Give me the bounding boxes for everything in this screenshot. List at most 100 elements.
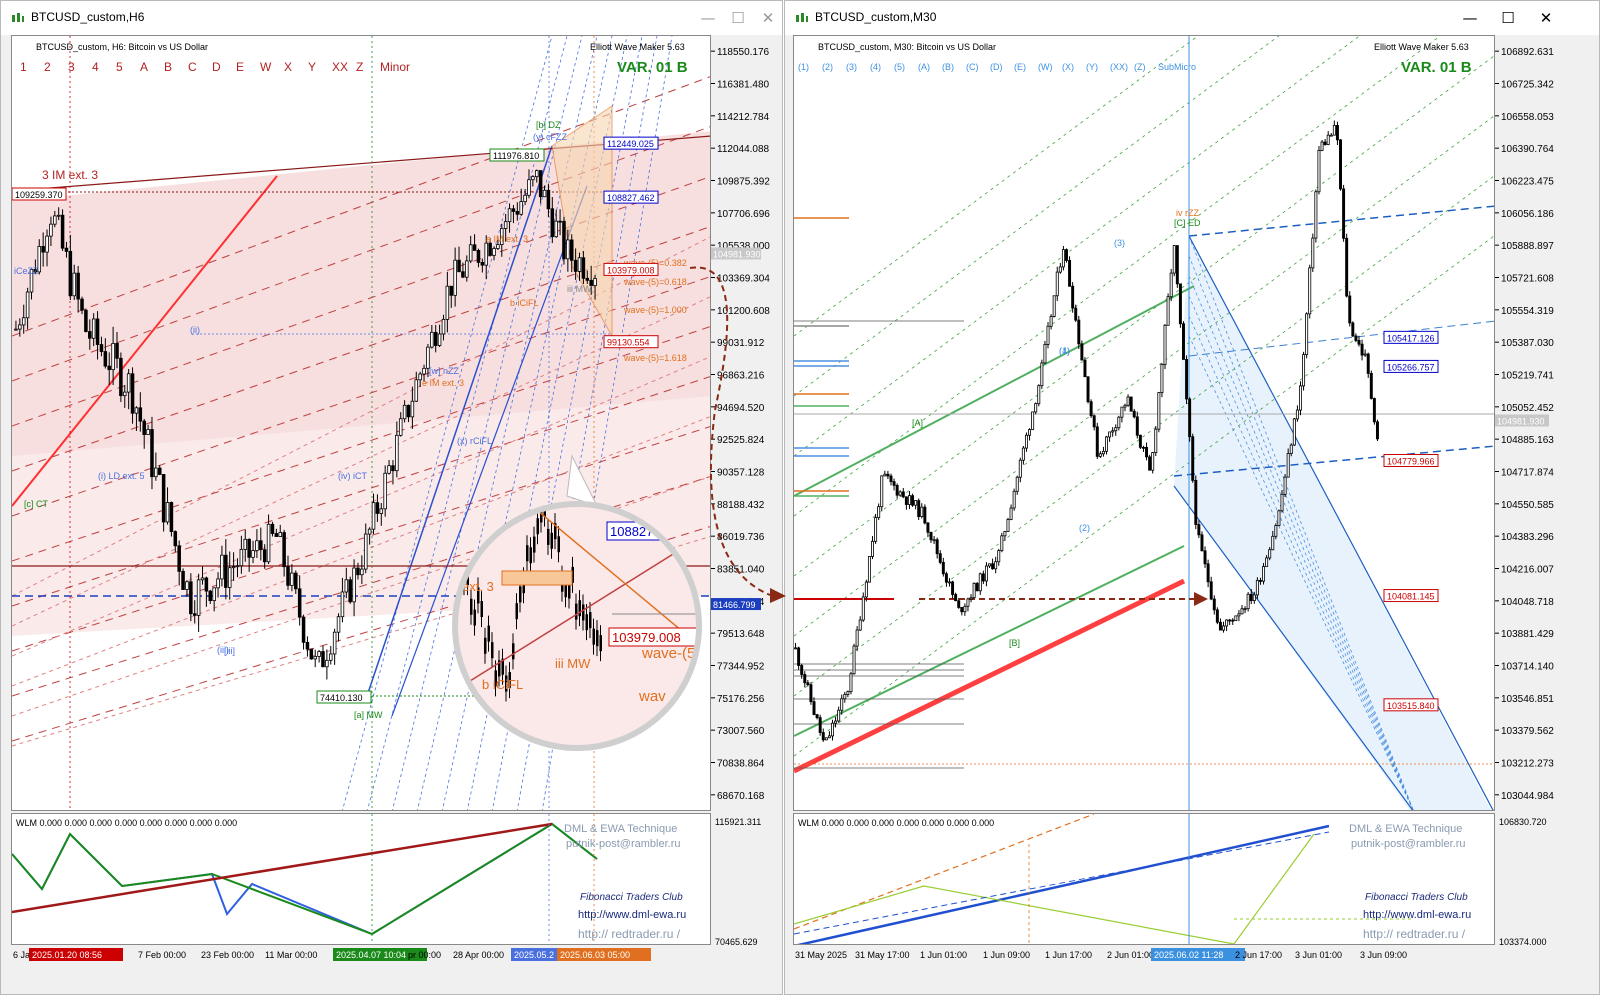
m30-candle bbox=[852, 645, 856, 675]
trend-line-red bbox=[12, 175, 278, 507]
m30-candle bbox=[978, 573, 982, 592]
price-chart-svg[interactable]: (1) (2) (3) (4) (5) (A) (B) (C) (D) (E) (W) (X) (Y) (… bbox=[794, 36, 1495, 811]
main-chart[interactable]: (1) (2) (3) (4) (5) (A) (B) (C) (D) (E) (W) (X) (Y) (… bbox=[793, 35, 1495, 811]
h6-candle bbox=[181, 570, 185, 590]
m30-candle bbox=[1024, 434, 1028, 449]
h6-candle bbox=[437, 333, 442, 346]
m30-candle bbox=[1117, 416, 1121, 429]
close-button[interactable]: ✕ bbox=[761, 9, 775, 27]
h6-candle bbox=[56, 214, 61, 217]
m30-candle bbox=[1111, 430, 1115, 433]
h6-candle bbox=[309, 648, 314, 660]
maximize-button[interactable]: ☐ bbox=[1501, 9, 1515, 27]
wave-label-4: (ii) bbox=[190, 325, 200, 335]
mag-candle bbox=[543, 507, 546, 517]
m30-candle bbox=[944, 573, 948, 583]
price-tick-8: 101200.608 bbox=[717, 306, 770, 317]
mag-label: b iCiFL bbox=[482, 677, 523, 692]
m30-candle bbox=[1068, 260, 1072, 287]
price-axis[interactable]: 106892.631 106725.342 106558.053 106390.764… bbox=[1495, 35, 1600, 955]
m30-candle bbox=[1052, 295, 1056, 317]
wave-label-11: e IM ext. 3 bbox=[422, 378, 464, 388]
h6-candle bbox=[126, 373, 131, 393]
price-tick-2: 106558.053 bbox=[1501, 112, 1554, 123]
minimize-button[interactable]: — bbox=[1462, 9, 1478, 27]
variant-label: VAR. 01 B bbox=[1401, 59, 1472, 76]
mag-candle bbox=[596, 630, 599, 647]
window-titlebar[interactable]: BTCUSD_custom,M30 — ☐ ✕ bbox=[785, 1, 1599, 35]
m30-candle bbox=[1105, 436, 1108, 452]
price-tick-22: 103212.273 bbox=[1501, 758, 1554, 769]
m30-candle bbox=[911, 495, 915, 506]
m30-candle bbox=[1234, 615, 1238, 622]
wave-label-0: iv rZZ bbox=[1176, 208, 1199, 218]
maximize-button[interactable]: ☐ bbox=[731, 9, 745, 27]
h6-candle bbox=[577, 257, 582, 272]
close-button[interactable]: ✕ bbox=[1539, 9, 1553, 27]
h6-candle bbox=[259, 540, 263, 551]
wave-level-15: Minor bbox=[380, 60, 410, 74]
m30-candle bbox=[1028, 429, 1032, 436]
window-title: BTCUSD_custom,M30 bbox=[815, 10, 937, 24]
green-fan bbox=[794, 115, 1494, 637]
h6-candle bbox=[468, 244, 473, 262]
left-price-tag: 74410.130 bbox=[316, 690, 372, 704]
h6-candle bbox=[224, 554, 228, 588]
m30-candle bbox=[932, 539, 936, 542]
minimize-button[interactable]: — bbox=[700, 9, 716, 27]
m30-candle bbox=[834, 720, 838, 724]
h6-candle bbox=[130, 373, 135, 414]
mag-candle bbox=[473, 609, 476, 626]
wave-level-14: Z bbox=[356, 60, 363, 74]
mag-candle bbox=[494, 670, 497, 687]
m30-candle bbox=[837, 709, 841, 722]
h6-candle bbox=[581, 257, 586, 279]
h6-candle bbox=[33, 269, 38, 273]
indicator-subwindow[interactable]: WLM 0.000 0.000 0.000 0.000 0.000 0.000 … bbox=[793, 813, 1495, 945]
green-fan bbox=[794, 55, 1494, 577]
h6-candle bbox=[363, 533, 368, 570]
wave-label-7: a IM ext. 3 bbox=[486, 234, 528, 244]
h6-candle bbox=[527, 179, 531, 196]
h6-candle bbox=[538, 170, 543, 198]
arrow-head bbox=[1194, 592, 1208, 606]
h6-candle bbox=[204, 577, 209, 592]
price-tick-9: 99031.912 bbox=[717, 338, 765, 349]
wave-label-19: wave-(5)=1.000 bbox=[623, 305, 687, 315]
m30-candle bbox=[1086, 376, 1090, 403]
m30-candle bbox=[843, 694, 847, 700]
m30-candle bbox=[1129, 396, 1133, 412]
chart-window-h6[interactable]: BTCUSD_custom,H6 — ☐ ✕ 1 2 3 4 5 A B C D E W X Y XX Z M… bbox=[0, 0, 783, 995]
m30-candle bbox=[1258, 580, 1262, 582]
wlm-label: WLM 0.000 0.000 0.000 0.000 0.000 0.000 … bbox=[798, 818, 994, 828]
h6-candle bbox=[562, 220, 566, 260]
credit-line4: http://www.dml-ewa.ru bbox=[1363, 909, 1471, 921]
wave-level-14: (Z) bbox=[1134, 62, 1146, 72]
green-fan bbox=[794, 175, 1494, 697]
price-axis[interactable]: 118550.176 116381.480 114212.784 112044.088… bbox=[711, 35, 783, 955]
m30-candle bbox=[1169, 272, 1173, 298]
axis-price-tag: 104981.930 bbox=[711, 247, 761, 260]
m30-candle bbox=[809, 684, 813, 703]
tag-box bbox=[1383, 589, 1439, 603]
credit-line3: Fibonacci Traders Club bbox=[1365, 892, 1468, 903]
time-axis[interactable]: 31 May 2025 31 May 17:00 1 Jun 01:00 1 Jun … bbox=[793, 945, 1495, 967]
window-titlebar[interactable]: BTCUSD_custom,H6 — ☐ ✕ bbox=[1, 1, 782, 35]
m30-candle bbox=[831, 722, 834, 737]
h6-candle bbox=[488, 242, 492, 256]
blue-fan bbox=[1188, 255, 1414, 810]
wave-label-0: 3 IM ext. 3 bbox=[42, 168, 98, 182]
main-chart[interactable]: 1 2 3 4 5 A B C D E W X Y XX Z Minor BTCUSD_custom, H6: … bbox=[11, 35, 711, 811]
m30-candle bbox=[1317, 149, 1321, 193]
chart-window-m30[interactable]: BTCUSD_custom,M30 — ☐ ✕ (1) (2) (3) (4) (5)(… bbox=[784, 0, 1600, 995]
price-chart-svg[interactable]: 1 2 3 4 5 A B C D E W X Y XX Z Minor BTCUSD_custom, H6: … bbox=[12, 36, 711, 811]
m30-candle bbox=[1037, 385, 1041, 405]
m30-candle bbox=[966, 598, 970, 607]
mag-candle bbox=[533, 536, 536, 553]
time-tick-8: 2025.05.2 bbox=[514, 950, 554, 960]
h6-candle bbox=[379, 508, 384, 514]
indicator-subwindow[interactable]: WLM 0.000 0.000 0.000 0.000 0.000 0.000 … bbox=[11, 813, 711, 945]
h6-candle bbox=[266, 523, 271, 563]
h6-candle bbox=[546, 189, 551, 210]
